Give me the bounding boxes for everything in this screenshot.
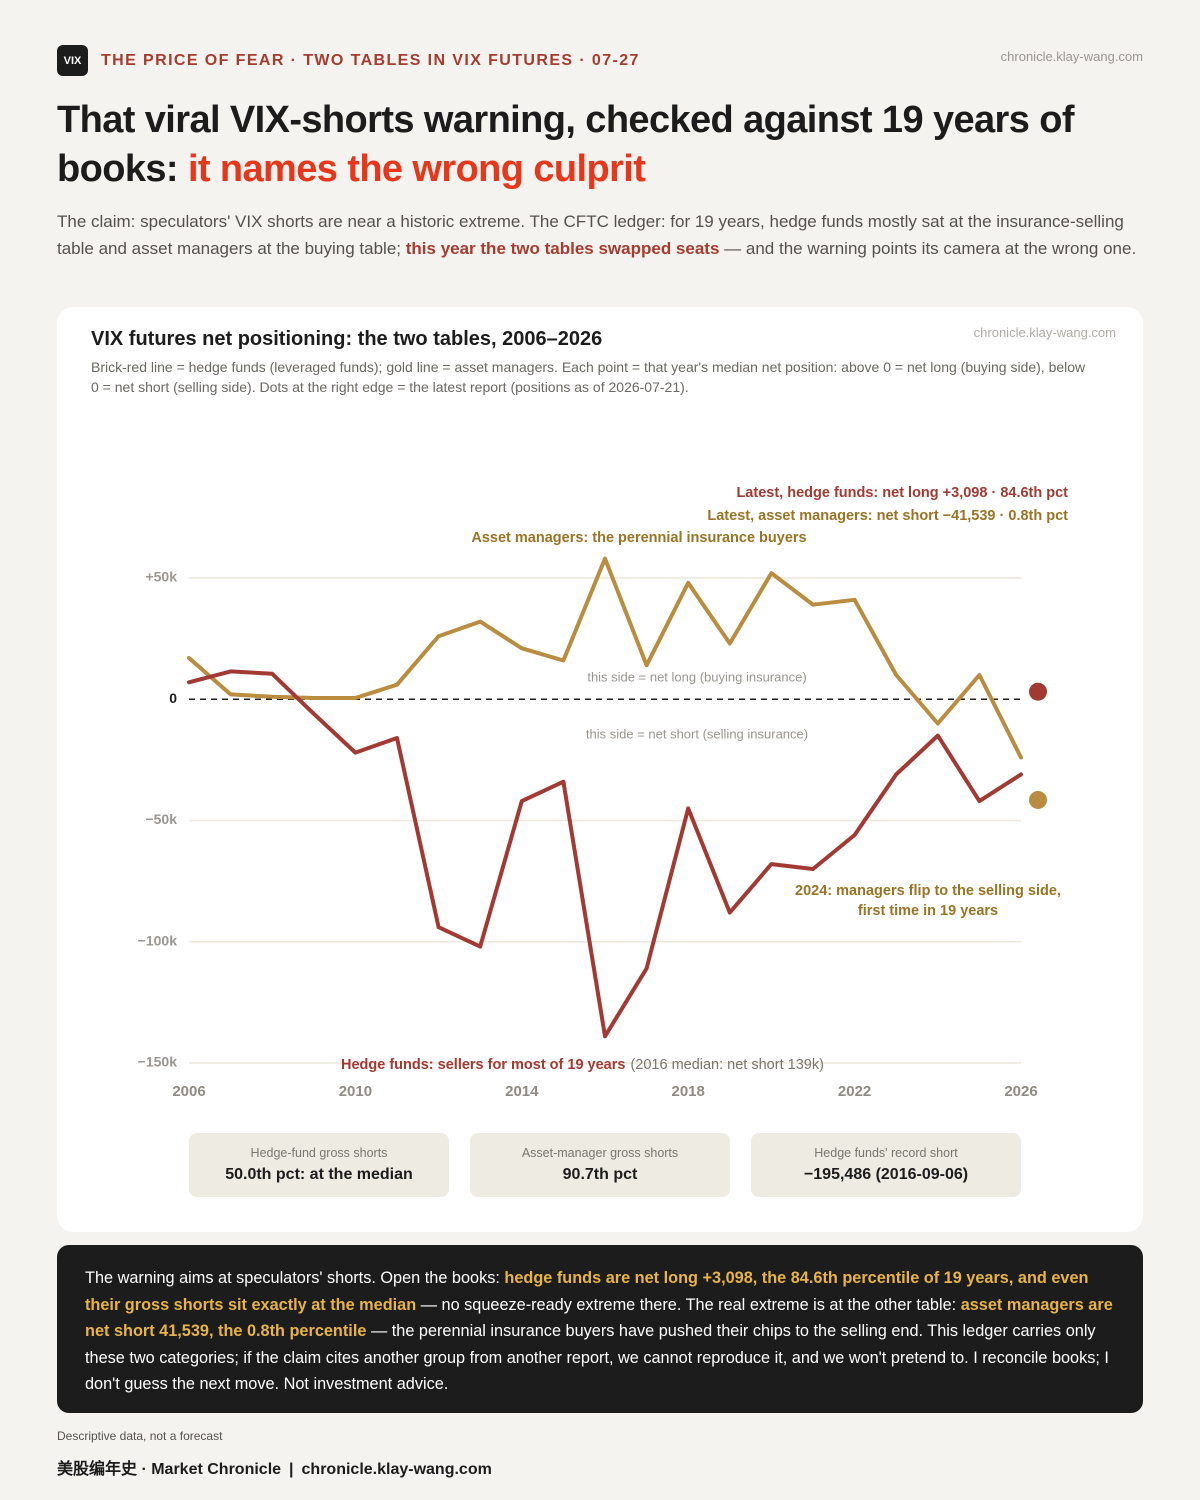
intro-text: The claim: speculators' VIX shorts are n… (57, 212, 1124, 258)
chart-title: VIX futures net positioning: the two tab… (91, 328, 603, 350)
kicker: THE PRICE OF FEAR · TWO TABLES IN VIX FU… (101, 52, 640, 69)
brand: 美股编年史 · Market Chronicle (57, 1461, 282, 1478)
x-tick-label: 2026 (1004, 1083, 1037, 1100)
site-link: chronicle.klay-wang.com (1000, 49, 1143, 64)
y-tick-label: 0 (169, 690, 177, 706)
stat-card: Hedge funds' record short −195,486 (2016-… (751, 1133, 1021, 1197)
footer-site: chronicle.klay-wang.com (301, 1461, 492, 1478)
summary-text: — no squeeze-ready extreme there. The re… (420, 1295, 957, 1314)
summary-box: The warning aims at speculators' shorts.… (57, 1245, 1143, 1413)
x-tick-label: 2014 (505, 1083, 539, 1100)
chart-site: chronicle.klay-wang.com (973, 325, 1116, 340)
latest-dot (1029, 682, 1047, 701)
footer: 美股编年史 · Market Chronicle | chronicle.klay-… (57, 1455, 492, 1479)
series-line (187, 556, 1023, 760)
latest-dot (1029, 790, 1047, 809)
disclaimer: Descriptive data, not a forecast (57, 1429, 223, 1443)
annotation-detail: (2016 median: net short 139k) (630, 1057, 823, 1073)
chart-subtitle: Brick-red line = hedge funds (leveraged … (91, 359, 1086, 395)
summary-text: — the perennial insurance buyers have pu… (85, 1322, 1109, 1393)
annotation-main: Hedge funds: sellers for most of 19 year… (341, 1057, 625, 1073)
summary-highlight: hedge funds are net long +3,098, the 84.… (85, 1269, 1089, 1314)
latest-label: Latest, asset managers: net short −41,53… (707, 508, 1068, 524)
intro-text: — and the warning points its camera at t… (724, 239, 1137, 258)
headline: That viral VIX-shorts warning, checked a… (57, 96, 1147, 194)
summary-highlight: asset managers are net short 41,539, the… (85, 1295, 1113, 1341)
zone-label: this side = net long (buying insurance) (587, 669, 806, 684)
summary-text: The warning aims at speculators' shorts.… (85, 1269, 500, 1287)
x-tick-label: 2010 (339, 1083, 372, 1100)
zone-label: this side = net short (selling insurance… (586, 726, 808, 741)
x-tick-label: 2006 (172, 1083, 205, 1100)
intro-highlight: this year the two tables swapped seats (405, 239, 720, 258)
stat-label: Asset-manager gross shorts (521, 1146, 679, 1160)
stat-card: Hedge-fund gross shorts 50.0th pct: at th… (189, 1133, 449, 1197)
stat-card: Asset-manager gross shorts 90.7th pct (470, 1133, 730, 1197)
stat-value: 50.0th pct: at the median (225, 1166, 413, 1183)
stat-label: Hedge-fund gross shorts (250, 1146, 388, 1160)
series-line (187, 669, 1023, 1039)
series-annotation: Hedge funds: sellers for most of 19 year… (341, 1057, 824, 1073)
headline-accent: it names the wrong culprit (187, 148, 646, 190)
y-tick-label: −100k (138, 932, 178, 948)
series-annotation: Asset managers: the perennial insurance … (471, 530, 806, 546)
chart-card (57, 307, 1143, 1232)
y-tick-label: +50k (145, 569, 177, 585)
x-tick-label: 2018 (672, 1083, 705, 1100)
y-tick-label: −50k (145, 811, 177, 827)
chart: +50k 0 −50k −100k −150k 2006 2010 2014 2018 2022 2… (138, 485, 1068, 1100)
latest-label: Latest, hedge funds: net long +3,098 · 8… (736, 485, 1068, 501)
headline-text: That viral VIX-shorts warning, checked a… (57, 99, 1075, 190)
logo: VIX (57, 45, 88, 76)
series-note: 2024: managers flip to the selling side, (795, 883, 1061, 899)
stat-value: 90.7th pct (562, 1166, 638, 1183)
intro: The claim: speculators' VIX shorts are n… (57, 208, 1147, 262)
series-note: first time in 19 years (858, 903, 998, 919)
x-tick-label: 2022 (838, 1083, 871, 1100)
separator: | (289, 1461, 294, 1478)
stat-value: −195,486 (2016-09-06) (803, 1166, 969, 1183)
y-tick-label: −150k (138, 1054, 178, 1070)
stat-label: Hedge funds' record short (814, 1146, 958, 1160)
